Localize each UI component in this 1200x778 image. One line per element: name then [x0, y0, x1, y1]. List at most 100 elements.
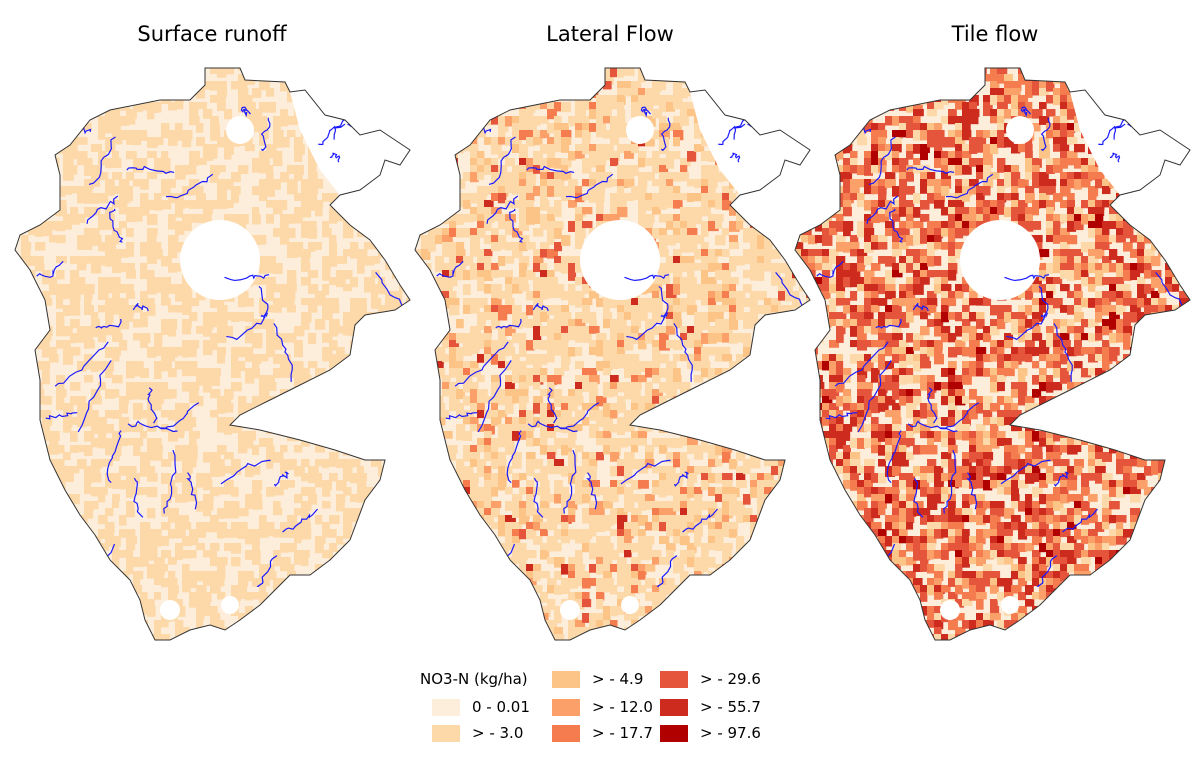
landuse-patch: [415, 508, 423, 516]
landuse-patch: [105, 298, 114, 306]
landuse-patch: [119, 305, 128, 316]
landuse-patch: [245, 501, 253, 509]
landuse-patch: [582, 543, 593, 553]
landuse-patch: [70, 151, 81, 160]
landuse-patch: [413, 116, 423, 126]
landuse-patch: [575, 445, 584, 453]
landuse-patch: [371, 109, 380, 118]
landuse-patch: [729, 235, 738, 243]
landuse-patch: [421, 68, 431, 78]
landuse-patch: [456, 123, 465, 131]
landuse-patch: [119, 88, 128, 97]
landuse-patch: [561, 88, 572, 99]
landuse-patch: [231, 634, 242, 640]
landuse-patch: [0, 305, 7, 315]
landuse-patch: [231, 368, 241, 379]
landuse-patch: [519, 242, 528, 252]
landuse-patch: [561, 319, 570, 329]
landuse-patch: [442, 144, 452, 155]
landuse-patch: [357, 620, 366, 628]
landuse-patch: [175, 60, 184, 68]
landuse-patch: [238, 571, 248, 580]
landuse-patch: [126, 116, 136, 125]
landuse-patch: [589, 403, 599, 414]
landuse-patch: [428, 333, 438, 342]
landuse-patch: [91, 165, 102, 173]
landuse-patch: [694, 494, 703, 503]
landuse-patch: [505, 375, 514, 384]
landuse-patch: [652, 361, 661, 370]
landuse-patch: [617, 333, 627, 342]
landuse-patch: [575, 333, 585, 343]
landuse-patch: [133, 648, 142, 659]
landuse-patch: [428, 410, 436, 418]
landuse-patch: [491, 641, 499, 651]
landuse-patch: [406, 102, 410, 113]
landuse-patch: [126, 109, 137, 119]
landuse-patch: [63, 68, 71, 78]
landuse-patch: [421, 60, 431, 67]
landuse-patch: [147, 242, 158, 250]
no-data-area: [180, 220, 260, 300]
landuse-patch: [638, 424, 648, 435]
landuse-patch: [449, 95, 460, 103]
landuse-patch: [659, 102, 668, 113]
landuse-patch: [512, 494, 523, 502]
landuse-patch: [582, 529, 593, 540]
landuse-patch: [624, 305, 634, 315]
landuse-patch: [406, 550, 410, 558]
landuse-patch: [456, 347, 464, 357]
landuse-patch: [259, 634, 269, 640]
landuse-patch: [505, 466, 513, 475]
landuse-patch: [35, 550, 43, 561]
landuse-patch: [56, 445, 65, 454]
landuse-patch: [540, 263, 548, 273]
landuse-patch: [708, 179, 718, 188]
landuse-patch: [287, 270, 297, 279]
landuse-patch: [603, 536, 611, 547]
landuse-patch: [210, 375, 221, 386]
landuse-patch: [498, 235, 507, 244]
landuse-patch: [364, 109, 373, 119]
landuse-patch: [575, 263, 585, 273]
landuse-patch: [77, 571, 88, 581]
landuse-patch: [575, 361, 585, 370]
landuse-patch: [491, 291, 501, 301]
landuse-patch: [15, 522, 24, 533]
landuse-patch: [428, 648, 437, 658]
landuse-patch: [343, 431, 353, 441]
landuse-patch: [371, 403, 379, 411]
landuse-patch: [680, 326, 691, 334]
landuse-patch: [715, 200, 725, 210]
landuse-patch: [294, 165, 304, 175]
landuse-patch: [442, 109, 451, 120]
landuse-patch: [245, 375, 255, 384]
landuse-patch: [449, 382, 459, 392]
landuse-patch: [680, 487, 689, 495]
landuse-patch: [708, 172, 719, 182]
landuse-patch: [364, 487, 375, 498]
landuse-patch: [708, 74, 718, 85]
landuse-patch: [196, 123, 204, 133]
landuse-patch: [729, 585, 739, 594]
landuse-patch: [554, 410, 562, 421]
landuse-patch: [631, 571, 639, 581]
landuse-patch: [15, 550, 22, 561]
landuse-patch: [666, 606, 675, 615]
landuse-patch: [491, 298, 502, 309]
landuse-patch: [224, 452, 234, 460]
landuse-patch: [722, 606, 731, 614]
landuse-patch: [526, 193, 535, 202]
landuse-patch: [610, 102, 619, 110]
landuse-patch: [729, 606, 740, 614]
landuse-patch: [217, 179, 227, 187]
landuse-patch: [301, 508, 310, 519]
landuse-patch: [105, 256, 116, 267]
landuse-patch: [491, 648, 501, 656]
landuse-patch: [392, 501, 401, 511]
landuse-patch: [273, 508, 283, 516]
landuse-patch: [385, 620, 393, 630]
landuse-patch: [680, 613, 690, 621]
landuse-patch: [196, 543, 205, 551]
landuse-patch: [126, 508, 135, 518]
